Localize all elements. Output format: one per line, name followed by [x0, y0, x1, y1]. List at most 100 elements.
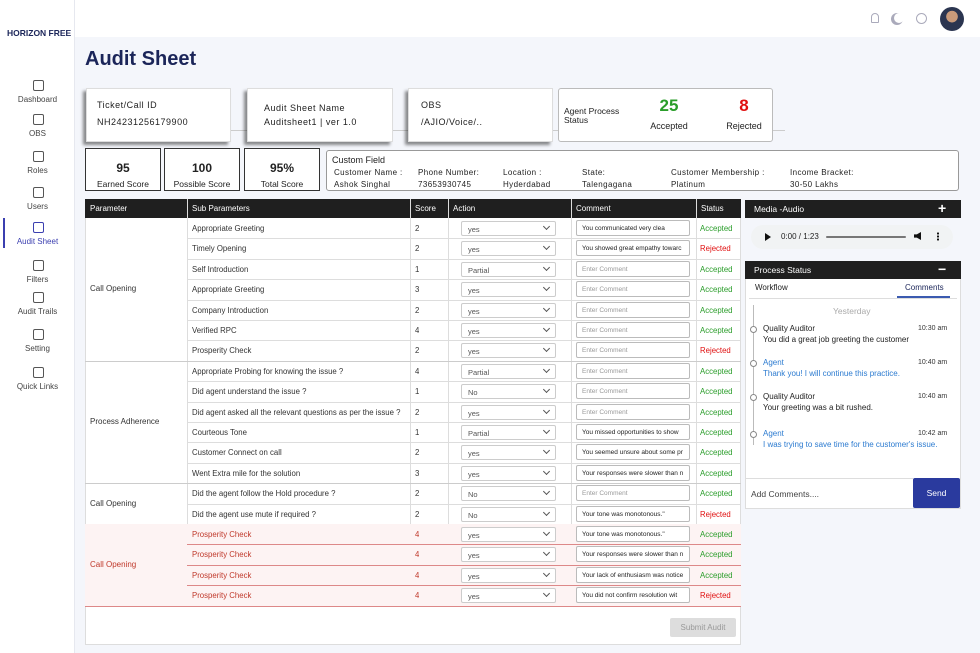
score: 2	[415, 346, 420, 356]
comment-input[interactable]: Enter Comment	[576, 362, 690, 379]
sub-parameter: Customer Connect on call	[192, 448, 282, 458]
status: Accepted	[700, 305, 733, 315]
score: 2	[415, 509, 420, 519]
action-select[interactable]: yes	[461, 221, 556, 236]
action-select[interactable]: Partial	[461, 363, 556, 379]
comment-input[interactable]: Enter Comment	[576, 281, 690, 298]
comment-body: Thank you! I will continue this practice…	[763, 369, 900, 378]
comment-input[interactable]: Your lack of enthusiasm was notice	[576, 566, 690, 583]
comment-input[interactable]: Your tone was monotonous."	[576, 526, 690, 542]
nav-label[interactable]: Roles	[27, 166, 48, 175]
action-select[interactable]: yes	[461, 282, 556, 298]
action-select[interactable]: yes	[461, 547, 556, 563]
action-value: yes	[468, 286, 480, 296]
chevron	[542, 508, 551, 516]
comment-input[interactable]: You showed great empathy towarc	[576, 240, 690, 257]
process-panel	[745, 261, 961, 509]
comment-text: Enter Comment	[582, 265, 628, 273]
menu-button[interactable]	[937, 232, 939, 241]
card-value: Auditsheet1 | ver 1.0	[264, 117, 357, 127]
comment-input[interactable]: Enter Comment	[576, 403, 690, 420]
comment-input[interactable]: Your responses were slower than n	[576, 546, 690, 563]
nav-label[interactable]: Users	[27, 202, 48, 211]
action-select[interactable]: Partial	[461, 261, 556, 277]
chevron	[542, 284, 551, 292]
nav-icon[interactable]	[33, 367, 44, 378]
card-value: NH24231256179900	[97, 117, 189, 127]
action-select[interactable]: yes	[461, 404, 556, 420]
nav-label[interactable]: Filters	[26, 275, 49, 284]
comment-input[interactable]: Your tone was monotonous."	[576, 505, 690, 522]
score: 4	[415, 591, 420, 601]
submit-button[interactable]: Submit Audit	[670, 618, 736, 637]
nav-icon[interactable]	[33, 187, 44, 198]
header-cell: Score	[415, 204, 436, 213]
sub-parameter: Did the agent follow the Hold procedure …	[192, 489, 336, 499]
header-cell: Comment	[576, 204, 611, 213]
nav-label[interactable]: Dashboard	[17, 95, 58, 104]
audio-progress[interactable]	[826, 236, 906, 238]
comment-text: Enter Comment	[582, 367, 628, 375]
action-select[interactable]: yes	[461, 527, 556, 542]
action-select[interactable]: yes	[461, 445, 556, 461]
action-value: yes	[468, 408, 480, 418]
action-select[interactable]: yes	[461, 465, 556, 481]
comment-input[interactable]: You communicated very clea	[576, 220, 690, 236]
nav-icon[interactable]	[33, 329, 44, 340]
play-button[interactable]	[765, 233, 771, 241]
comment-input[interactable]: Your responses were slower than n	[576, 464, 690, 481]
comment-input[interactable]: Enter Comment	[576, 301, 690, 318]
comment-box[interactable]	[746, 478, 913, 508]
nav-icon[interactable]	[33, 114, 44, 125]
row-line	[187, 401, 741, 403]
score: 1	[415, 428, 420, 437]
action-select[interactable]: yes	[461, 241, 556, 257]
bell-icon	[871, 13, 879, 23]
action-select[interactable]: yes	[461, 302, 556, 318]
nav-label[interactable]: OBS	[29, 129, 46, 138]
nav-icon[interactable]	[33, 80, 44, 91]
comment-input[interactable]: You missed opportunities to show	[576, 424, 690, 440]
tab[interactable]: Workflow	[755, 283, 788, 292]
nav-icon[interactable]	[33, 260, 44, 271]
action-select[interactable]: Partial	[461, 425, 556, 440]
comment-input[interactable]: You seemed unsure about some pr	[576, 444, 690, 461]
nav-label[interactable]: Setting	[25, 344, 50, 353]
action-select[interactable]: yes	[461, 323, 556, 338]
rejected-count: 8	[739, 96, 749, 115]
row-line	[187, 381, 741, 383]
tab[interactable]: Comments	[905, 283, 944, 292]
status: Rejected	[700, 509, 731, 519]
comment-input[interactable]: Enter Comment	[576, 322, 690, 338]
action-select[interactable]: yes	[461, 588, 556, 604]
comment-input[interactable]: Enter Comment	[576, 260, 690, 277]
chevron	[542, 406, 551, 414]
nav-label[interactable]: Audit Sheet	[16, 237, 59, 246]
row-line	[187, 299, 741, 301]
comment-input[interactable]: Enter Comment	[576, 342, 690, 359]
comment-input[interactable]: You did not confirm resolution wit	[576, 587, 690, 604]
chevron	[542, 304, 551, 312]
media-add[interactable]: +	[938, 200, 947, 216]
status: Accepted	[700, 366, 733, 376]
header-cell: Status	[701, 204, 724, 213]
nav-icon[interactable]	[33, 151, 44, 162]
action-select[interactable]: No	[461, 486, 556, 502]
nav-icon[interactable]	[33, 292, 44, 303]
action-select[interactable]: No	[461, 384, 556, 400]
action-select[interactable]: yes	[461, 567, 556, 583]
comment-input[interactable]: Enter Comment	[576, 485, 690, 502]
process-collapse[interactable]: −	[938, 261, 947, 277]
score: 2	[415, 448, 420, 458]
nav-label[interactable]: Audit Trails	[17, 307, 58, 316]
action-select[interactable]: yes	[461, 343, 556, 359]
status: Accepted	[700, 224, 733, 233]
nav-label[interactable]: Quick Links	[16, 382, 59, 391]
action-select[interactable]: No	[461, 506, 556, 522]
custom-field-title: Custom Field	[332, 155, 386, 165]
volume-button[interactable]	[914, 232, 921, 240]
comment-input[interactable]: Enter Comment	[576, 383, 690, 400]
nav-icon[interactable]	[33, 222, 44, 233]
send-button[interactable]: Send	[913, 478, 960, 508]
tab-divider	[749, 298, 957, 299]
